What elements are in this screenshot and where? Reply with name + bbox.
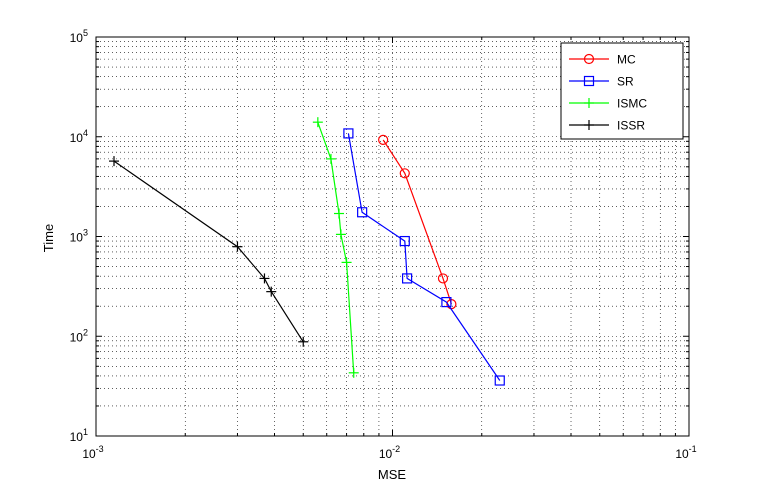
data-point-issr [266, 286, 277, 297]
y-tick-label: 102 [70, 327, 88, 344]
legend-label-mc: MC [617, 53, 636, 67]
data-point-sr [494, 375, 505, 386]
data-point-sr [357, 207, 368, 218]
data-point-ismc [348, 367, 359, 378]
data-point-issr [259, 273, 270, 284]
x-tick-label: 10-1 [675, 444, 696, 461]
y-axis-label: Time [41, 224, 56, 252]
legend: MC SR ISMC ISSR [560, 42, 684, 140]
data-point-mc [378, 134, 389, 145]
data-point-mc [399, 168, 410, 179]
legend-marker-sr [583, 75, 595, 87]
data-point-issr [108, 156, 119, 167]
series-sr [343, 128, 505, 386]
data-point-issr [298, 336, 309, 347]
data-point-ismc [312, 117, 323, 128]
x-tick-label: 10-2 [379, 444, 400, 461]
series-ismc [312, 117, 359, 378]
data-point-ismc [335, 229, 346, 240]
data-point-sr [401, 273, 413, 284]
legend-label-sr: SR [617, 75, 634, 89]
y-tick-label: 101 [70, 427, 88, 444]
data-point-ismc [333, 208, 344, 219]
y-tick-label: 105 [70, 28, 88, 45]
data-point-mc [437, 273, 449, 284]
data-point-sr [399, 235, 410, 247]
x-axis-label: MSE [378, 467, 407, 482]
legend-label-issr: ISSR [617, 119, 645, 133]
data-point-sr [343, 128, 354, 139]
series-issr [108, 156, 309, 347]
series-line-ismc [317, 121, 355, 373]
data-point-sr [441, 296, 452, 308]
x-tick-label: 10-3 [82, 444, 103, 461]
series-line-sr [347, 133, 501, 381]
data-point-issr [232, 241, 243, 252]
data-point-ismc [341, 257, 352, 268]
data-point-ismc [325, 153, 336, 164]
legend-marker-mc [583, 53, 595, 65]
legend-marker-ismc [584, 98, 594, 108]
legend-marker-issr [584, 120, 594, 130]
series-line-mc [382, 139, 452, 305]
legend-label-ismc: ISMC [617, 97, 647, 111]
y-tick-label: 104 [70, 128, 88, 145]
plot-series [108, 117, 505, 386]
y-tick-label: 103 [70, 228, 88, 245]
grid-lines [96, 37, 689, 436]
axis-ticks: 10-3 10-2 10-1 101 102 103 104 105 [70, 28, 697, 461]
